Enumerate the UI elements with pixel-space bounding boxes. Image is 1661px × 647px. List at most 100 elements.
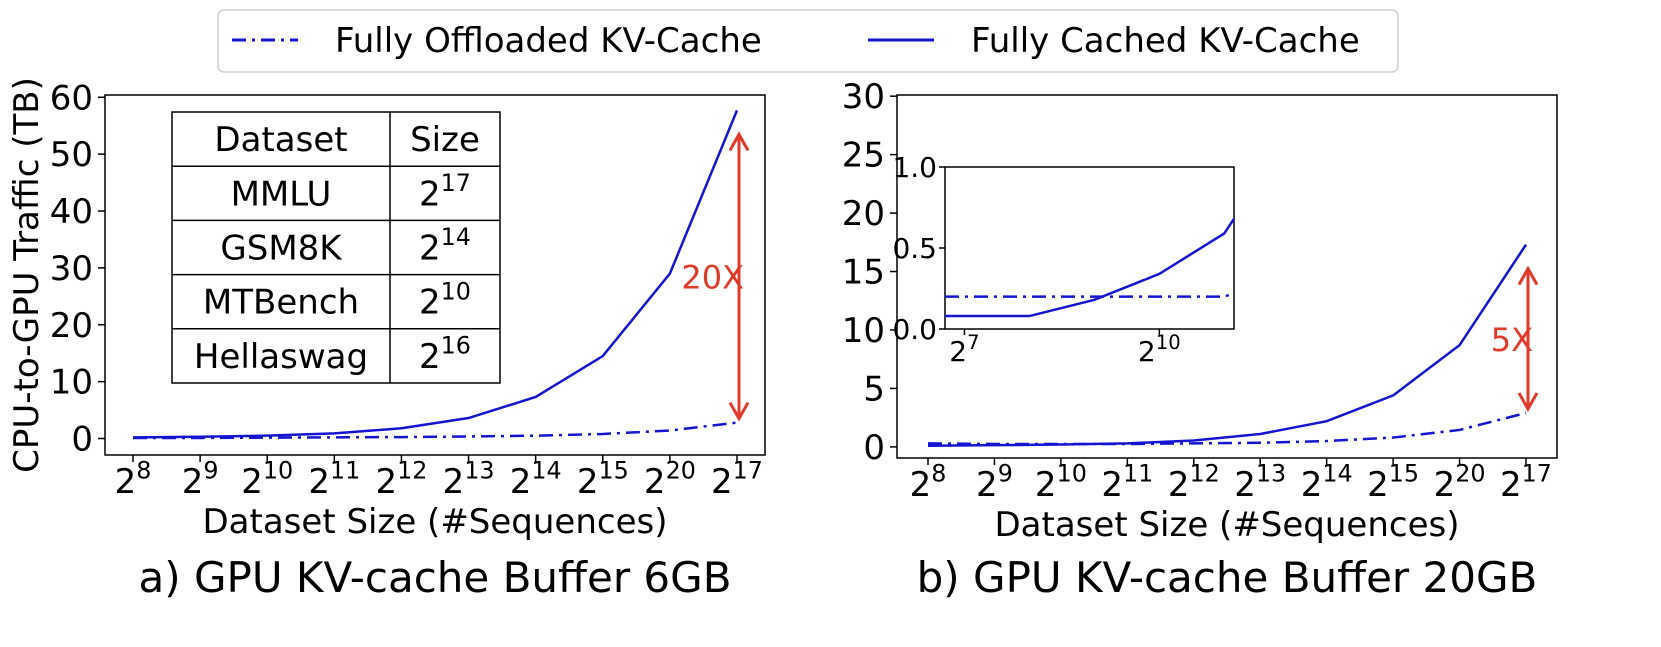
tick-base: 2: [510, 462, 532, 502]
tick-base: 2: [375, 462, 397, 502]
tick-exponent: 10: [1156, 331, 1181, 354]
tick-base: 2: [419, 229, 441, 269]
y-tick-label: 40: [50, 192, 93, 232]
tick-exponent: 10: [441, 277, 471, 305]
tick-base: 2: [711, 462, 733, 502]
tick-base: 2: [443, 462, 465, 502]
tick-exponent: 14: [441, 223, 471, 251]
x-tick-label: 28: [910, 460, 947, 505]
tick-exponent: 17: [1522, 460, 1552, 488]
tick-exponent: 13: [464, 457, 494, 485]
tick-exponent: 8: [136, 457, 151, 485]
y-tick-label: 20: [50, 306, 93, 346]
plot-frame: [896, 94, 1558, 459]
tick-exponent: 16: [441, 332, 471, 360]
x-axis-label: Dataset Size (#Sequences): [995, 505, 1460, 545]
arrow-head: [728, 131, 750, 422]
y-tick-label: 10: [842, 311, 885, 351]
series-line: [132, 109, 739, 439]
tick-exponent: 12: [397, 457, 427, 485]
tick-base: 2: [949, 335, 967, 368]
tick-base: 2: [910, 465, 932, 505]
table-cell: 217: [419, 169, 471, 214]
x-tick-label: 29: [976, 460, 1013, 505]
series-line: [927, 411, 1527, 446]
table-cell: 214: [419, 223, 471, 268]
annotation-label: 20X: [681, 258, 744, 296]
annotation-label: 5X: [1491, 321, 1533, 359]
y-tick-label: 0: [863, 428, 885, 468]
table-cell: 210: [419, 277, 471, 322]
x-tick-label: 211: [308, 457, 360, 502]
tick-base: 2: [644, 462, 666, 502]
inset-y-tick-label: 1.0: [892, 151, 937, 184]
x-tick-label: 212: [1168, 460, 1220, 505]
tick-base: 2: [419, 174, 441, 214]
tick-exponent: 17: [441, 169, 471, 197]
tick-exponent: 20: [1455, 460, 1485, 488]
y-axis-label: CPU-to-GPU Traffic (TB): [7, 77, 47, 473]
legend-label: Fully Offloaded KV-Cache: [335, 21, 762, 61]
tick-exponent: 20: [666, 457, 696, 485]
tick-base: 2: [419, 283, 441, 323]
table-cell: Dataset: [214, 120, 347, 160]
x-tick-label: 210: [1035, 460, 1087, 505]
table-cell: 216: [419, 332, 471, 377]
y-tick-label: 15: [842, 253, 885, 293]
table-frame: [171, 111, 501, 384]
tick-base: 2: [1234, 465, 1256, 505]
table-cell: MMLU: [231, 174, 332, 214]
subtitle: a) GPU KV-cache Buffer 6GB: [138, 553, 731, 602]
tick-base: 2: [1500, 465, 1522, 505]
x-tick-label: 215: [1367, 460, 1419, 505]
tick-base: 2: [1138, 335, 1156, 368]
inset-y-tick-label: 0.5: [892, 232, 937, 265]
y-tick-label: 25: [842, 136, 885, 176]
tick-exponent: 11: [1123, 460, 1153, 488]
x-tick-label: 217: [711, 457, 763, 502]
tick-exponent: 9: [998, 460, 1013, 488]
tick-base: 2: [1434, 465, 1456, 505]
x-tick-label: 212: [375, 457, 427, 502]
tick-exponent: 10: [1057, 460, 1087, 488]
y-tick-label: 5: [863, 369, 885, 409]
y-tick-label: 0: [71, 420, 93, 460]
table-cell: GSM8K: [220, 229, 343, 269]
inset-frame: [944, 166, 1235, 330]
x-tick-label: 214: [510, 457, 562, 502]
tick-exponent: 14: [1322, 460, 1352, 488]
tick-base: 2: [1035, 465, 1057, 505]
subtitle: b) GPU KV-cache Buffer 20GB: [917, 553, 1538, 602]
x-tick-label: 220: [1434, 460, 1486, 505]
tick-exponent: 9: [203, 457, 218, 485]
tick-exponent: 7: [967, 331, 979, 354]
tick-base: 2: [308, 462, 330, 502]
x-tick-label: 211: [1101, 460, 1153, 505]
table-cell: Hellaswag: [194, 337, 368, 377]
x-tick-label: 29: [182, 457, 219, 502]
inset-series-line: [945, 292, 1235, 298]
table-cell: MTBench: [203, 283, 359, 323]
tick-base: 2: [577, 462, 599, 502]
y-tick-label: 50: [50, 135, 93, 175]
y-tick-label: 60: [50, 78, 93, 118]
y-tick-label: 30: [842, 77, 885, 117]
x-tick-label: 210: [241, 457, 293, 502]
inset-y-tick-label: 0.0: [892, 313, 937, 346]
tick-base: 2: [1101, 465, 1123, 505]
tick-exponent: 11: [330, 457, 360, 485]
x-tick-label: 213: [443, 457, 495, 502]
inset-x-tick-label: 27: [949, 331, 979, 368]
series-line: [133, 421, 738, 440]
tick-base: 2: [1168, 465, 1190, 505]
x-axis-label: Dataset Size (#Sequences): [203, 502, 668, 542]
tick-exponent: 8: [931, 460, 946, 488]
tick-exponent: 15: [1389, 460, 1419, 488]
plot-frame: [104, 94, 766, 456]
table-cell: Size: [410, 120, 480, 160]
x-tick-label: 28: [115, 457, 152, 502]
x-tick-label: 217: [1500, 460, 1552, 505]
tick-base: 2: [241, 462, 263, 502]
x-tick-label: 220: [644, 457, 696, 502]
tick-base: 2: [1301, 465, 1323, 505]
